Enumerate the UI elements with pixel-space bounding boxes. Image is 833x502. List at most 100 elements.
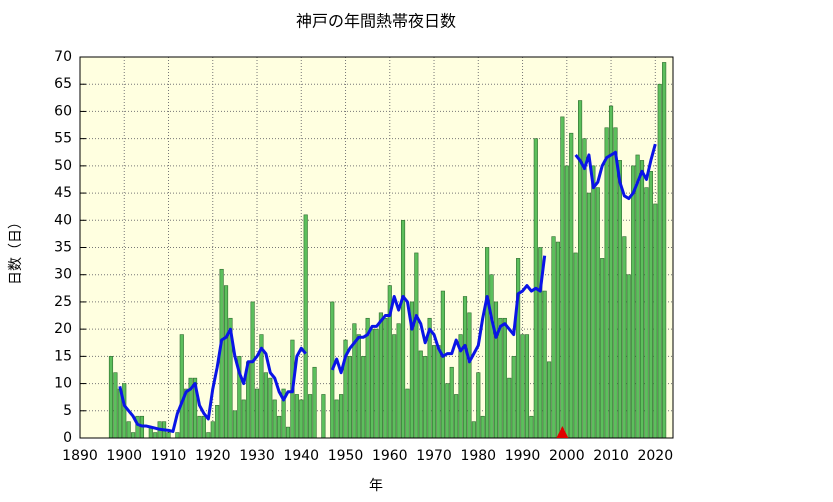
bar [657,83,662,439]
bar [485,247,490,439]
bar [600,258,605,439]
bar [131,432,136,439]
bar [232,410,237,439]
bar [250,301,255,439]
bar [653,203,658,439]
bar [644,187,649,439]
bar [542,290,547,439]
x-tick-label: 2010 [593,448,629,464]
x-tick-label: 1960 [372,448,408,464]
x-tick-label: 1940 [283,448,319,464]
bar [591,165,596,439]
bar [480,415,485,439]
bar [440,290,445,439]
y-tick-label: 10 [54,376,72,392]
bar [285,426,291,439]
bar [511,356,516,439]
bar [626,274,631,439]
y-tick-label: 35 [54,240,72,256]
x-tick-label: 1900 [106,448,142,464]
bar [613,127,618,439]
bar [555,241,561,439]
bar [529,415,534,439]
bar [507,377,512,439]
x-tick-label: 1910 [151,448,187,464]
y-tick-label: 25 [54,294,72,310]
bar [445,383,450,439]
bar [223,285,229,439]
bar [423,356,428,439]
bar [166,432,171,439]
bar [436,345,441,439]
bar [175,432,180,439]
bar [454,394,459,439]
bar [462,296,468,439]
bar [471,421,476,439]
bar [122,383,127,439]
bar [347,356,353,439]
bar [126,421,131,439]
bar [573,252,578,439]
bar [272,399,277,439]
bar [516,258,521,439]
bar [524,334,530,439]
bar [489,274,494,439]
bar [648,171,653,439]
bar [370,328,375,439]
bar [639,160,645,439]
bar [334,399,339,439]
bar [215,405,220,439]
bar [153,432,158,439]
x-tick-label: 1980 [460,448,496,464]
bar [210,421,215,439]
bar [604,127,609,439]
bar [405,388,410,439]
bar [449,366,454,439]
bar [241,399,246,439]
bar [374,328,379,439]
bar [263,372,268,439]
bar [582,138,587,439]
bar [277,415,282,439]
y-tick-label: 20 [54,321,72,337]
bar [356,334,361,439]
bar [560,116,565,439]
bar [299,399,304,439]
y-axis-label: 日数（日） [8,215,24,285]
bar [197,415,202,439]
y-tick-label: 55 [54,131,72,147]
bar [520,334,525,439]
bar [631,165,636,439]
bar [312,366,317,439]
y-tick-label: 65 [54,76,72,92]
bar [254,388,260,439]
bar [378,312,383,439]
marker [556,426,569,438]
y-tick-label: 0 [63,430,72,446]
bar [502,317,507,439]
bar [569,132,574,439]
x-tick-label: 1970 [416,448,452,464]
bar [294,394,299,439]
bar [201,415,206,439]
bar [418,350,423,439]
bar [303,214,308,439]
bar [586,192,591,439]
bar [113,372,118,439]
plot-frame [79,56,674,439]
bar [308,394,313,439]
y-tick-label: 30 [54,267,72,283]
bar [467,312,472,439]
x-tick-label: 1990 [505,448,541,464]
x-axis-label: 年 [369,478,383,494]
x-tick-label: 2000 [549,448,585,464]
y-tick-label: 70 [54,49,72,65]
y-tick-label: 40 [54,212,72,228]
bar [547,361,552,439]
bar [635,154,640,439]
bar [321,394,326,439]
bar [400,219,406,439]
bar [617,160,622,439]
x-tick-label: 1950 [328,448,364,464]
